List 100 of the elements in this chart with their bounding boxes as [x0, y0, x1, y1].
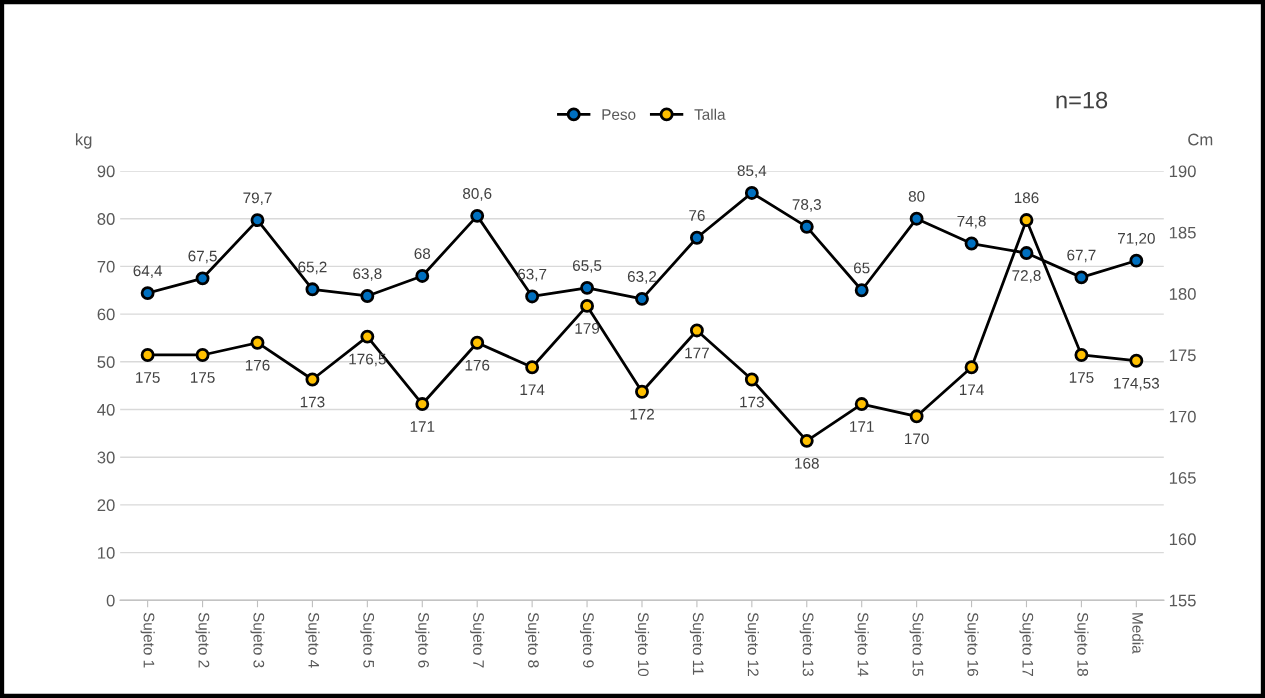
y-axis-title: kg	[75, 133, 92, 149]
y2-tick-label: 155	[1169, 594, 1196, 607]
data-label: 64,4	[133, 265, 163, 279]
point	[744, 186, 759, 200]
x-tick-label: Sujeto 2	[195, 612, 210, 668]
legend-label: Peso	[602, 109, 636, 120]
data-label: 68	[414, 248, 431, 260]
x-tick-label: Sujeto 8	[525, 612, 540, 668]
text: n=18	[1056, 91, 1108, 109]
point	[195, 348, 210, 362]
x-tick-label: Sujeto 9	[579, 612, 595, 668]
y2-tick-label: 175	[1169, 349, 1196, 362]
point	[250, 213, 265, 228]
y2-tick-label: 170	[1169, 410, 1196, 423]
data-label: 179	[575, 322, 600, 334]
data-label: 74,8	[957, 215, 986, 229]
point	[909, 409, 924, 424]
point	[580, 280, 595, 295]
point	[140, 348, 155, 362]
data-label: 175	[190, 372, 215, 383]
point	[1019, 246, 1034, 260]
y2-axis-title: Cm	[1188, 133, 1213, 146]
x-tick-label: Sujeto 5	[360, 612, 375, 668]
data-label: 63,7	[518, 268, 547, 282]
y-tick-label: 40	[97, 403, 115, 416]
data-label: 173	[740, 396, 764, 408]
point	[525, 360, 540, 375]
y2-tick-label: 185	[1169, 226, 1196, 239]
point	[854, 397, 869, 411]
data-label: 177	[685, 347, 709, 359]
point	[635, 384, 649, 399]
data-label: 174,53	[1114, 377, 1160, 391]
y-tick-label: 20	[97, 499, 115, 512]
x-tick-label: Sujeto 7	[470, 612, 485, 668]
data-label: 173	[300, 396, 325, 408]
point	[360, 329, 375, 344]
point	[305, 372, 320, 387]
y-tick-label: 10	[98, 546, 115, 559]
data-label: 78,3	[792, 199, 821, 212]
y2-tick-label: 190	[1169, 165, 1196, 178]
y-tick-label: 80	[97, 213, 115, 225]
data-label: 80,6	[463, 188, 492, 201]
legend-label: Talla	[694, 108, 726, 120]
y-tick-label: 70	[97, 260, 115, 273]
x-tick-label: Sujeto 1	[140, 612, 155, 668]
data-label: 172	[630, 408, 654, 420]
point	[744, 372, 759, 387]
point	[909, 211, 924, 226]
point	[140, 286, 155, 301]
x-tick-label: Sujeto 6	[415, 612, 430, 668]
data-label: 175	[1069, 372, 1094, 383]
y-tick-label: 90	[97, 165, 115, 178]
data-label: 72,8	[1012, 270, 1041, 283]
point	[964, 236, 979, 251]
data-label: 176	[245, 359, 270, 371]
point	[1129, 253, 1144, 268]
point	[1019, 213, 1034, 228]
y-tick-label: 0	[106, 594, 115, 607]
y2-tick-label: 160	[1169, 533, 1196, 546]
point	[1074, 348, 1089, 362]
point	[360, 289, 375, 303]
data-label: 65,2	[298, 261, 327, 275]
data-label: 174	[959, 384, 984, 395]
point	[250, 335, 265, 350]
data-label: 67,7	[1067, 249, 1096, 263]
data-label: 170	[905, 433, 929, 445]
data-label: 171	[850, 421, 874, 432]
point	[525, 289, 540, 304]
x-tick-label: Sujeto 14	[854, 612, 869, 677]
data-label: 63,8	[353, 268, 382, 281]
x-tick-label: Sujeto 13	[799, 612, 814, 676]
data-label: 174	[520, 384, 545, 395]
point	[689, 323, 704, 338]
data-label: 65,5	[572, 260, 602, 273]
data-label: 186	[1014, 192, 1039, 204]
point	[470, 335, 485, 350]
x-tick-label: Sujeto 10	[634, 612, 650, 677]
point	[1129, 353, 1144, 368]
y-tick-label: 60	[97, 308, 115, 321]
data-label: 71,20	[1118, 232, 1155, 246]
y-tick-label: 50	[97, 356, 115, 368]
data-label: 176,5	[349, 353, 386, 367]
data-label: 171	[410, 421, 435, 432]
point	[195, 271, 210, 286]
point	[1074, 270, 1089, 285]
data-label: 85,4	[737, 165, 767, 178]
point	[799, 433, 814, 448]
data-label: 176	[465, 359, 490, 371]
y2-tick-label: 165	[1169, 472, 1196, 484]
data-label: 80	[908, 190, 925, 202]
point	[305, 282, 320, 297]
point	[635, 291, 649, 306]
data-label: 175	[136, 372, 160, 383]
point	[799, 219, 814, 234]
data-label: 63,2	[627, 271, 657, 284]
point	[964, 360, 979, 375]
x-tick-label: Sujeto 12	[744, 612, 759, 676]
y2-tick-label: 180	[1169, 288, 1196, 300]
point	[689, 230, 704, 245]
data-label: 67,5	[188, 250, 217, 264]
